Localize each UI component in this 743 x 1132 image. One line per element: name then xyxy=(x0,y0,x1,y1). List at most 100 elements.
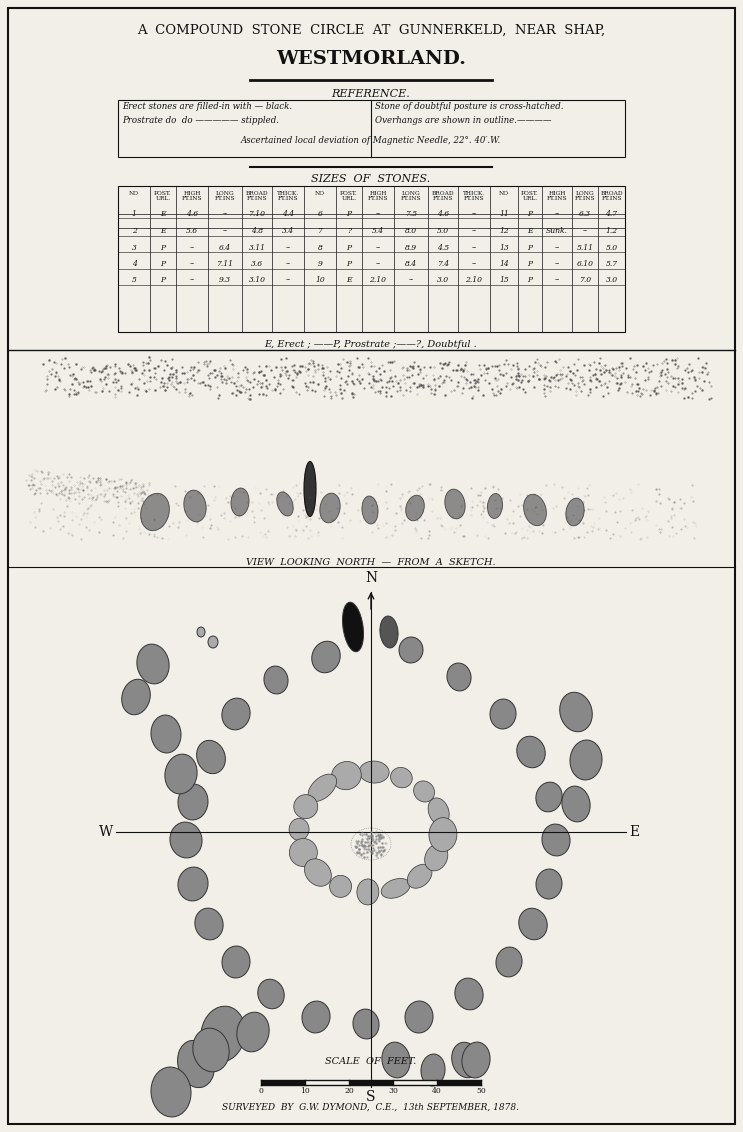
Text: P: P xyxy=(346,260,351,268)
Text: 5.11: 5.11 xyxy=(577,245,594,252)
Text: P: P xyxy=(160,276,166,284)
Text: A  COMPOUND  STONE  CIRCLE  AT  GUNNERKELD,  NEAR  SHAP,: A COMPOUND STONE CIRCLE AT GUNNERKELD, N… xyxy=(137,24,605,37)
Ellipse shape xyxy=(193,1028,229,1072)
Ellipse shape xyxy=(381,878,410,899)
Ellipse shape xyxy=(178,784,208,820)
Ellipse shape xyxy=(428,798,450,825)
Text: POST.
URL.: POST. URL. xyxy=(340,191,358,201)
Ellipse shape xyxy=(562,786,590,822)
Text: 20: 20 xyxy=(344,1087,354,1095)
Ellipse shape xyxy=(331,762,361,790)
Text: E, Erect ; ——P, Prostrate ;——?, Doubtful .: E, Erect ; ——P, Prostrate ;——?, Doubtful… xyxy=(265,340,477,349)
Text: 40: 40 xyxy=(432,1087,442,1095)
Ellipse shape xyxy=(184,490,207,522)
Text: 9.3: 9.3 xyxy=(219,276,231,284)
Ellipse shape xyxy=(391,767,412,788)
Text: --: -- xyxy=(554,245,559,252)
Text: --: -- xyxy=(285,260,291,268)
Text: WESTMORLAND.: WESTMORLAND. xyxy=(276,50,466,68)
Ellipse shape xyxy=(536,782,562,812)
Text: 3.0: 3.0 xyxy=(606,276,617,284)
Text: --: -- xyxy=(189,260,195,268)
Ellipse shape xyxy=(122,679,150,714)
Ellipse shape xyxy=(566,498,584,526)
Text: 3.6: 3.6 xyxy=(251,260,263,268)
Text: --: -- xyxy=(409,276,414,284)
Text: HIGH
FT.INS: HIGH FT.INS xyxy=(368,191,389,201)
Text: 5.4: 5.4 xyxy=(372,228,384,235)
Text: 6: 6 xyxy=(317,211,322,218)
Ellipse shape xyxy=(455,978,483,1010)
Ellipse shape xyxy=(222,946,250,978)
Bar xyxy=(393,1080,437,1084)
Text: REFERENCE.: REFERENCE. xyxy=(331,89,410,98)
Ellipse shape xyxy=(429,817,457,851)
Text: LONG
FT.INS: LONG FT.INS xyxy=(575,191,595,201)
Text: HIGH
FT.INS: HIGH FT.INS xyxy=(182,191,202,201)
Ellipse shape xyxy=(405,1001,433,1034)
Text: POST.
URL.: POST. URL. xyxy=(521,191,539,201)
Text: --: -- xyxy=(375,260,380,268)
Ellipse shape xyxy=(178,1040,215,1088)
Text: --: -- xyxy=(471,245,476,252)
Text: 3.0: 3.0 xyxy=(437,276,449,284)
Ellipse shape xyxy=(425,843,448,871)
Ellipse shape xyxy=(178,867,208,901)
Text: 14: 14 xyxy=(499,260,509,268)
Bar xyxy=(261,1080,305,1084)
Ellipse shape xyxy=(414,781,435,801)
Text: 7.11: 7.11 xyxy=(216,260,233,268)
Text: NO: NO xyxy=(129,191,139,196)
Text: 10: 10 xyxy=(300,1087,310,1095)
Bar xyxy=(118,100,625,157)
Text: 3.10: 3.10 xyxy=(248,276,265,284)
Ellipse shape xyxy=(289,818,309,840)
Text: 4.4: 4.4 xyxy=(282,211,294,218)
Text: 12: 12 xyxy=(499,228,509,235)
Text: 9: 9 xyxy=(317,260,322,268)
Ellipse shape xyxy=(201,1006,245,1062)
Text: P: P xyxy=(346,245,351,252)
Bar xyxy=(437,1080,481,1084)
Text: P: P xyxy=(346,211,351,218)
Ellipse shape xyxy=(353,1009,379,1039)
Ellipse shape xyxy=(305,859,331,886)
Text: Ascertained local deviation of Magnetic Needle, 22°. 40′.W.: Ascertained local deviation of Magnetic … xyxy=(241,136,501,145)
Text: 5.6: 5.6 xyxy=(186,228,198,235)
Bar xyxy=(15,354,728,554)
Text: 6.4: 6.4 xyxy=(219,245,231,252)
Text: 7.10: 7.10 xyxy=(248,211,265,218)
Text: SURVEYED  BY  G.W. DYMOND,  C.E.,  13th SEPTEMBER, 1878.: SURVEYED BY G.W. DYMOND, C.E., 13th SEPT… xyxy=(222,1103,519,1112)
Text: ?: ? xyxy=(347,228,351,235)
Text: --: -- xyxy=(189,245,195,252)
Text: 4.5: 4.5 xyxy=(437,245,449,252)
Text: BROAD
FT.INS: BROAD FT.INS xyxy=(246,191,268,201)
Text: --: -- xyxy=(375,211,380,218)
Text: 50: 50 xyxy=(476,1087,486,1095)
Text: --: -- xyxy=(554,211,559,218)
Ellipse shape xyxy=(258,979,285,1009)
Text: 7.5: 7.5 xyxy=(405,211,417,218)
Text: 6.3: 6.3 xyxy=(579,211,591,218)
Text: --: -- xyxy=(554,260,559,268)
Text: P: P xyxy=(160,245,166,252)
Text: --: -- xyxy=(375,245,380,252)
Text: 5.0: 5.0 xyxy=(606,245,617,252)
Text: THICK.
FT.INS: THICK. FT.INS xyxy=(463,191,485,201)
Text: 7.0: 7.0 xyxy=(579,276,591,284)
Ellipse shape xyxy=(319,494,340,523)
Text: 3: 3 xyxy=(132,245,137,252)
Ellipse shape xyxy=(330,875,351,898)
Text: LONG
FT.INS: LONG FT.INS xyxy=(215,191,236,201)
Text: P: P xyxy=(528,260,533,268)
Text: --: -- xyxy=(189,276,195,284)
Text: --: -- xyxy=(471,228,476,235)
Text: Erect stones are filled-in with — black.: Erect stones are filled-in with — black. xyxy=(122,102,292,111)
Ellipse shape xyxy=(516,736,545,767)
Ellipse shape xyxy=(264,666,288,694)
Ellipse shape xyxy=(151,1067,191,1117)
Ellipse shape xyxy=(170,822,202,858)
Text: 3.4: 3.4 xyxy=(282,228,294,235)
Text: 11: 11 xyxy=(499,211,509,218)
Text: --: -- xyxy=(285,276,291,284)
